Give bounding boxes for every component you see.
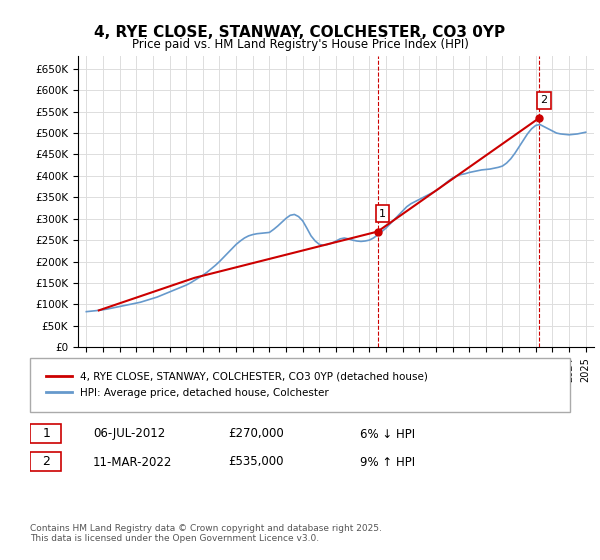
Text: Price paid vs. HM Land Registry's House Price Index (HPI): Price paid vs. HM Land Registry's House … bbox=[131, 38, 469, 51]
Text: 2: 2 bbox=[43, 455, 50, 468]
Text: 6% ↓ HPI: 6% ↓ HPI bbox=[360, 427, 415, 441]
Text: 1: 1 bbox=[379, 209, 386, 219]
Point bbox=[373, 227, 382, 236]
FancyBboxPatch shape bbox=[30, 424, 61, 443]
Text: Contains HM Land Registry data © Crown copyright and database right 2025.
This d: Contains HM Land Registry data © Crown c… bbox=[30, 524, 382, 543]
Text: £535,000: £535,000 bbox=[228, 455, 284, 469]
Text: 4, RYE CLOSE, STANWAY, COLCHESTER, CO3 0YP: 4, RYE CLOSE, STANWAY, COLCHESTER, CO3 0… bbox=[94, 25, 506, 40]
Legend: 4, RYE CLOSE, STANWAY, COLCHESTER, CO3 0YP (detached house), HPI: Average price,: 4, RYE CLOSE, STANWAY, COLCHESTER, CO3 0… bbox=[41, 366, 433, 404]
Text: 2: 2 bbox=[541, 95, 548, 105]
FancyBboxPatch shape bbox=[30, 358, 570, 412]
Text: 11-MAR-2022: 11-MAR-2022 bbox=[93, 455, 172, 469]
Text: £270,000: £270,000 bbox=[228, 427, 284, 441]
Point bbox=[534, 114, 544, 123]
FancyBboxPatch shape bbox=[30, 452, 61, 471]
Text: 9% ↑ HPI: 9% ↑ HPI bbox=[360, 455, 415, 469]
Text: 1: 1 bbox=[43, 427, 50, 440]
Text: 06-JUL-2012: 06-JUL-2012 bbox=[93, 427, 165, 441]
